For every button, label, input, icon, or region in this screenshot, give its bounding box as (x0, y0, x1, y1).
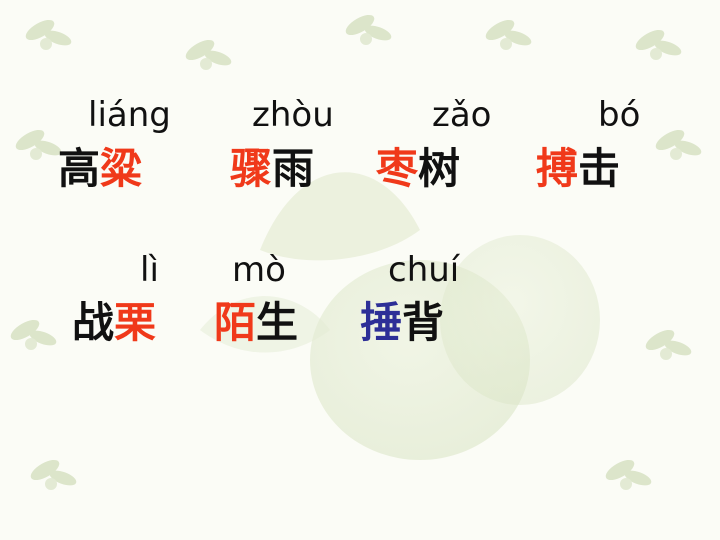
word-char-plain: 树 (418, 144, 461, 193)
pinyin-li: lì (140, 250, 159, 290)
word-char-highlight: 捶 (360, 298, 403, 347)
leaf-sprig-icon (605, 459, 652, 490)
leaf-icon (260, 172, 420, 261)
word-char-highlight: 搏 (536, 144, 579, 193)
pinyin-zhou: zhòu (252, 95, 334, 135)
leaf-sprig-icon (25, 19, 72, 50)
leaf-sprig-icon (485, 19, 532, 50)
word-char-plain: 背 (402, 298, 445, 347)
word-chuibei: 捶背 (360, 302, 444, 344)
pinyin-chui: chuí (388, 250, 460, 290)
leaf-icon (200, 296, 330, 353)
word-mosheng: 陌生 (214, 302, 298, 344)
word-char-plain: 战 (72, 298, 115, 347)
leaf-sprig-icon (185, 39, 232, 70)
leaf-sprig-icon (635, 29, 682, 60)
word-char-plain: 击 (578, 144, 621, 193)
word-gaoliang: 高粱 (58, 148, 142, 190)
word-char-highlight: 骤 (230, 144, 273, 193)
word-char-plain: 生 (256, 298, 299, 347)
leaf-sprig-icon (10, 319, 57, 350)
leaf-sprig-icon (15, 129, 62, 160)
word-char-highlight: 枣 (376, 144, 419, 193)
pinyin-bo: bó (598, 95, 641, 135)
pinyin-liang: liáng (88, 95, 171, 135)
pinyin-zao: zǎo (432, 95, 492, 135)
word-char-highlight: 粱 (100, 144, 143, 193)
word-zhouyu: 骤雨 (230, 148, 314, 190)
fruit-shape-icon (440, 235, 600, 405)
word-zaoshu: 枣树 (376, 148, 460, 190)
leaf-sprig-icon (345, 14, 392, 45)
pinyin-mo: mò (232, 250, 286, 290)
word-char-highlight: 栗 (114, 298, 157, 347)
leaf-sprig-icon (645, 329, 692, 360)
word-char-plain: 高 (58, 144, 101, 193)
word-char-highlight: 陌 (214, 298, 257, 347)
leaf-sprig-icon (655, 129, 702, 160)
leaf-sprig-icon (30, 459, 77, 490)
word-boji: 搏击 (536, 148, 620, 190)
word-char-plain: 雨 (272, 144, 315, 193)
word-zhanli: 战栗 (72, 302, 156, 344)
